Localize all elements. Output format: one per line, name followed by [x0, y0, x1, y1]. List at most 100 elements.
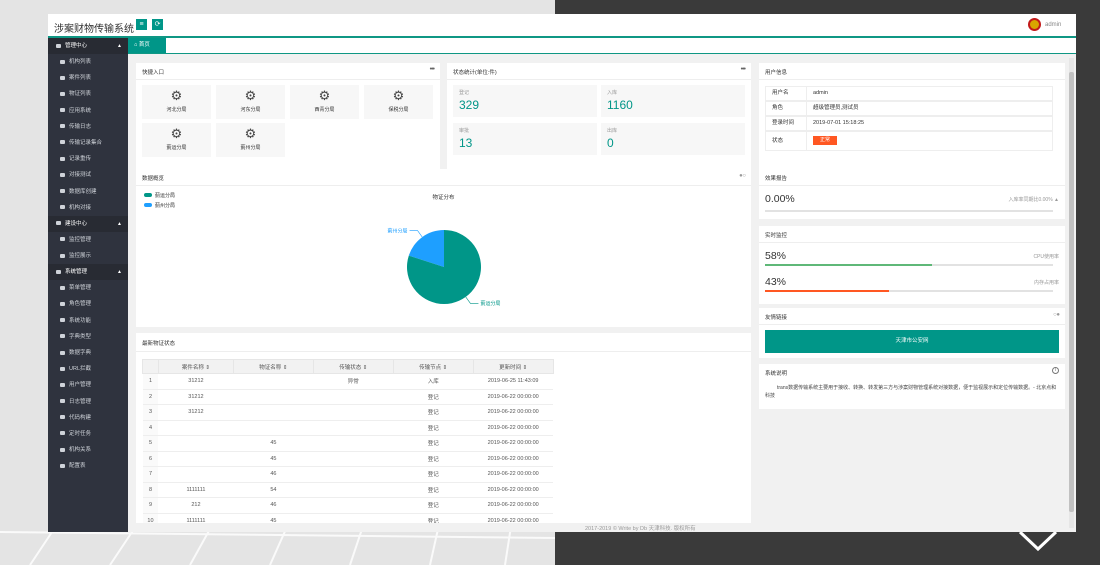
sidebar-item[interactable]: 记录重传 [48, 151, 128, 167]
table-cell [553, 420, 750, 436]
sidebar-item[interactable]: 代码构建 [48, 410, 128, 426]
user-info-value: 超级管理员,测试员 [813, 105, 859, 111]
sidebar-item[interactable]: 菜单管理 [48, 280, 128, 296]
table-row[interactable]: 7 46 登记 2019-06-22 00:00:00 [142, 466, 751, 483]
current-user[interactable]: admin [1045, 22, 1062, 28]
table-header[interactable]: 更新时间 ⇕ [472, 359, 554, 374]
sidebar-item[interactable]: 角色管理 [48, 296, 128, 312]
menu-icon [60, 431, 65, 436]
sidebar-item[interactable]: 物证列表 [48, 86, 128, 102]
scroll-down-chevron-icon[interactable] [1018, 530, 1058, 552]
sidebar-item[interactable]: 用户管理 [48, 377, 128, 393]
legend-item[interactable]: 蓟运分局 [144, 192, 175, 199]
more-icon[interactable]: ••• [740, 66, 746, 73]
mem-progress-fill [765, 290, 889, 292]
user-info-key: 角色 [772, 105, 784, 111]
pie-slice[interactable] [408, 230, 444, 267]
stat-value: 1160 [607, 98, 633, 112]
tab-home[interactable]: ⌂ 首页 [128, 38, 166, 53]
sidebar-item[interactable]: 传输记录集合 [48, 135, 128, 151]
sidebar-item[interactable]: 定时任务 [48, 426, 128, 442]
user-info-row: 登录时间 2019-07-01 15:18:25 [765, 116, 1053, 131]
table-cell: 1111111 [158, 482, 234, 498]
evidence-table: 案件名称 ⇕ 物证名称 ⇕ 传输状态 ⇕ 传输节点 ⇕ 更新时间 ⇕ 1 3121… [142, 359, 750, 523]
about-text: trans数据传输系统主要用于接收、转换、转发第三方与涉案财物管理系统对接数据，… [765, 385, 1057, 399]
effect-progress [765, 210, 1053, 212]
table-cell [313, 404, 394, 421]
app-title: 涉案财物传输系统 [54, 24, 134, 35]
table-row[interactable]: 2 31212 登记 2019-06-22 00:00:00 [142, 389, 751, 405]
sidebar-item[interactable]: 机构对接 [48, 200, 128, 216]
sidebar-item[interactable]: 系统功能 [48, 313, 128, 329]
effect-value: 0.00% [765, 193, 795, 205]
sidebar-item[interactable]: 机构关系 [48, 442, 128, 458]
scrollbar-thumb[interactable] [1069, 72, 1074, 512]
menu-toggle-button[interactable]: ≡ [136, 19, 147, 30]
table-cell [553, 436, 750, 452]
table-header[interactable]: 物证名称 ⇕ [232, 359, 314, 374]
table-row[interactable]: 9 212 46 登记 2019-06-22 00:00:00 [142, 497, 751, 514]
carousel-dots-icon[interactable]: ○ ● [1053, 312, 1060, 318]
gear-icon: ⚙ [318, 88, 331, 103]
table-header[interactable]: 案件名称 ⇕ [157, 359, 234, 374]
panel-title: 系统说明 [765, 371, 788, 377]
table-header[interactable]: 传输状态 ⇕ [312, 359, 394, 374]
menu-icon [60, 463, 65, 468]
chart-title: 物证分布 [432, 195, 455, 201]
table-header[interactable]: 传输节点 ⇕ [392, 359, 474, 374]
sidebar-item[interactable]: 日志管理 [48, 394, 128, 410]
quick-entry-item[interactable]: ⚙ 蓟运分局 [142, 123, 211, 157]
quick-entry-item[interactable]: ⚙ 河北分局 [142, 85, 211, 119]
sidebar-group-system[interactable]: 系统管理 ▲ [48, 264, 128, 281]
sidebar-group-manage[interactable]: 管理中心 ▲ [48, 38, 128, 54]
info-icon[interactable]: i [1052, 367, 1059, 374]
avatar[interactable] [1028, 18, 1041, 31]
table-row[interactable]: 6 45 登记 2019-06-22 00:00:00 [142, 451, 751, 467]
sidebar-item[interactable]: 案件列表 [48, 70, 128, 86]
refresh-button[interactable]: ⟳ [152, 19, 163, 30]
quick-entry-item[interactable]: ⚙ 西青分局 [290, 85, 359, 119]
sidebar-item[interactable]: 应用系统 [48, 103, 128, 119]
menu-icon [60, 59, 65, 64]
divider [759, 324, 1065, 325]
scrollbar[interactable] [1069, 58, 1074, 528]
table-row[interactable]: 8 1111111 54 登记 2019-06-22 00:00:00 [142, 482, 751, 498]
sidebar-item[interactable]: 监控展示 [48, 248, 128, 264]
sidebar-item[interactable]: 数据库创建 [48, 184, 128, 200]
sidebar-item[interactable]: 机构列表 [48, 54, 128, 70]
table-cell [553, 467, 750, 483]
sidebar-item[interactable]: URL拦截 [48, 361, 128, 377]
sidebar-item[interactable]: 配置表 [48, 458, 128, 474]
sidebar-item[interactable]: 对接测试 [48, 167, 128, 183]
table-row[interactable]: 1 31212 异常 入库 2019-06-25 11:43:09 [142, 373, 751, 390]
table-cell: 46 [233, 497, 314, 514]
sidebar-item[interactable]: 监控管理 [48, 232, 128, 248]
link-button[interactable]: 天津市公安网 [765, 330, 1059, 353]
quick-entry-item[interactable]: ⚙ 蓟州分局 [216, 123, 285, 157]
data-overview-panel: 数据概览 ● ○ 蓟运分局 蓟州分局 物证分布 蓟州分局 蓟运分局 [136, 169, 751, 327]
carousel-dots-icon[interactable]: ● ○ [739, 173, 746, 179]
table-cell: 2019-06-22 00:00:00 [473, 466, 554, 483]
table-row[interactable]: 5 45 登记 2019-06-22 00:00:00 [142, 435, 751, 452]
sidebar: 管理中心 ▲ 机构列表 案件列表 物证列表 应用系统 传输日志 传输记录集合 记录… [48, 38, 128, 532]
table-row[interactable]: 4 登记 2019-06-22 00:00:00 [142, 420, 751, 436]
user-info-panel: 用户信息 用户名 admin 角色 超级管理员,测试员 登录时间 2019-07-01… [759, 63, 1065, 175]
user-info-row: 角色 超级管理员,测试员 [765, 101, 1053, 116]
status-button[interactable]: 正常 [813, 136, 837, 145]
more-icon[interactable]: ••• [429, 66, 435, 73]
sidebar-item[interactable]: 数据字典 [48, 345, 128, 361]
sidebar-group-build[interactable]: 建设中心 ▲ [48, 215, 128, 232]
panel-title: 效果报告 [765, 176, 788, 182]
user-info-key: 登录时间 [772, 120, 795, 126]
table-cell [553, 482, 750, 498]
stat-card: 登记 329 [453, 85, 597, 117]
pie-slice[interactable] [407, 230, 482, 304]
table-row[interactable]: 3 31212 登记 2019-06-22 00:00:00 [142, 404, 751, 421]
table-row[interactable]: 10 1111111 45 登记 2019-06-22 00:00:00 [142, 513, 751, 523]
quick-entry-item[interactable]: ⚙ 保税分局 [364, 85, 433, 119]
divider [759, 185, 1065, 186]
sidebar-item[interactable]: 传输日志 [48, 119, 128, 135]
legend-item[interactable]: 蓟州分局 [144, 202, 175, 209]
quick-entry-item[interactable]: ⚙ 河东分局 [216, 85, 285, 119]
sidebar-item[interactable]: 字典类型 [48, 329, 128, 345]
